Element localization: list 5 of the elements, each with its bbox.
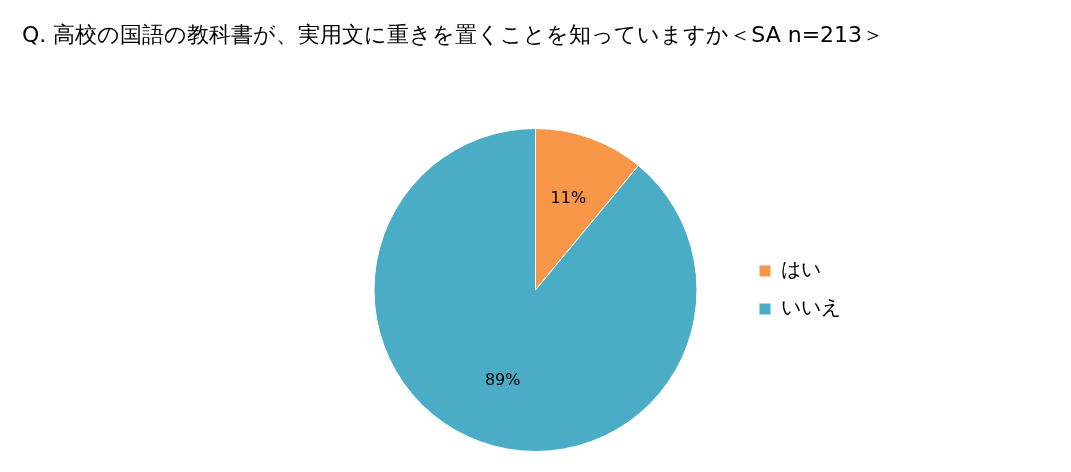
chart-title: Q. 高校の国語の教科書が、実用文に重きを置くことを知っていますか＜SA n=213＞ xyxy=(22,21,885,49)
legend-label: はい xyxy=(781,257,821,282)
data-label: 89% xyxy=(484,370,521,390)
data-label: 11% xyxy=(550,187,587,207)
legend-label: いいえ xyxy=(781,295,841,320)
